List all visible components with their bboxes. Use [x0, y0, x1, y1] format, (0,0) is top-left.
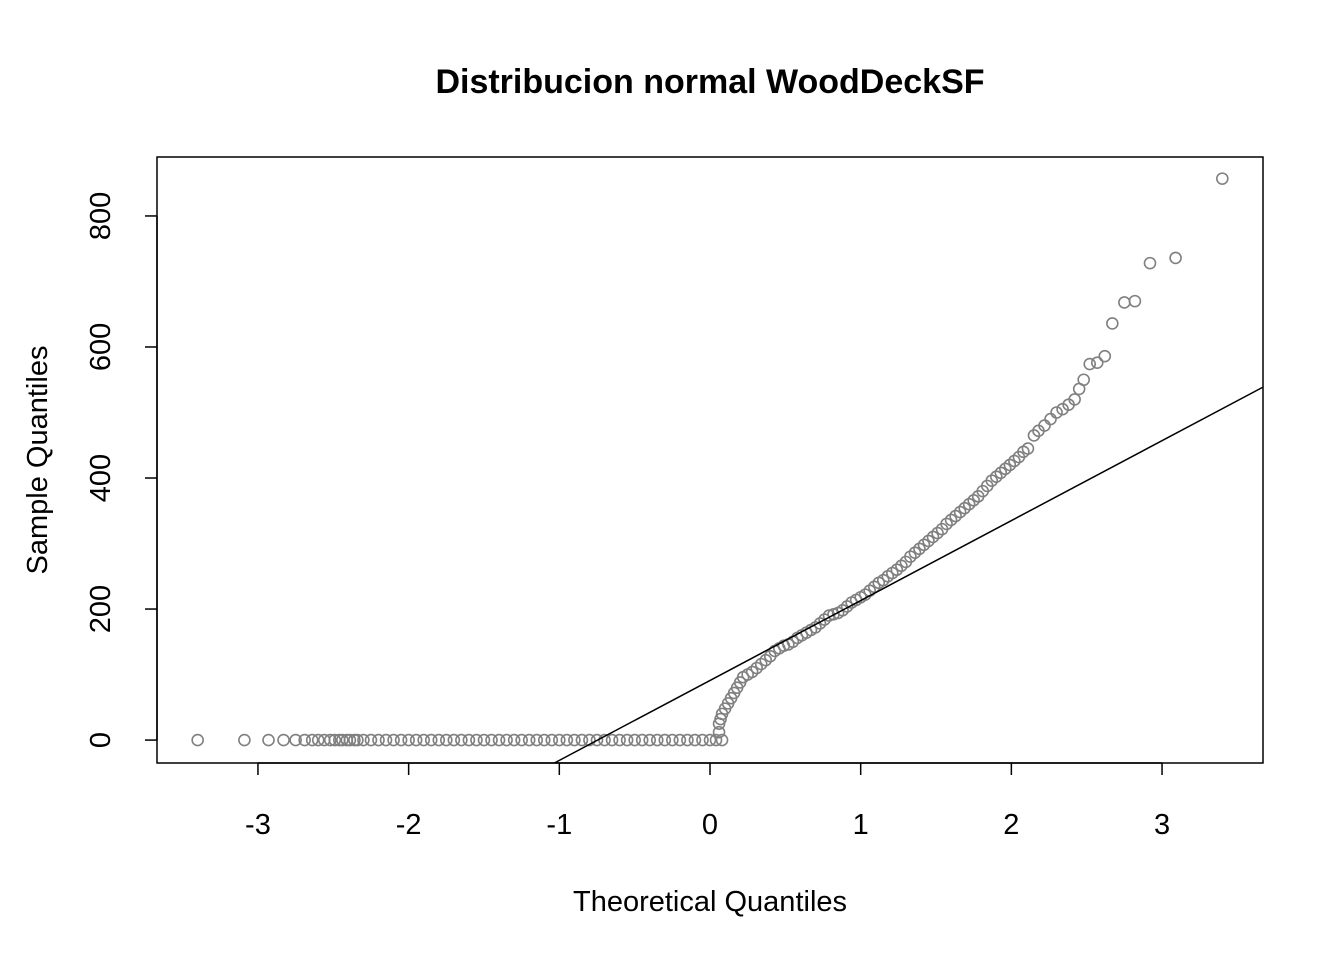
- data-point: [1128, 294, 1142, 308]
- data-point: [289, 733, 302, 747]
- data-point: [298, 733, 311, 747]
- x-tick-label: -1: [546, 809, 572, 841]
- data-point: [1083, 357, 1097, 371]
- data-point: [394, 733, 408, 747]
- data-point: [462, 733, 476, 747]
- data-point: [522, 733, 536, 747]
- data-point: [696, 733, 709, 747]
- data-point: [432, 733, 446, 747]
- x-tick-label: 3: [1154, 809, 1170, 841]
- data-point: [681, 733, 694, 747]
- data-point: [1068, 393, 1081, 406]
- data-point: [537, 733, 551, 747]
- data-point: [238, 733, 251, 747]
- y-tick-label: 800: [85, 192, 117, 240]
- x-tick-label: -2: [396, 809, 422, 841]
- x-axis-label: Theoretical Quantiles: [573, 886, 847, 918]
- y-tick-label: 0: [85, 732, 117, 748]
- data-point: [1077, 373, 1090, 387]
- data-point: [1143, 256, 1157, 270]
- data-point: [658, 733, 672, 747]
- data-point: [364, 733, 378, 747]
- data-point: [628, 733, 641, 747]
- data-point: [673, 733, 687, 747]
- data-point: [440, 733, 453, 747]
- data-point: [620, 733, 634, 747]
- data-point: [1169, 251, 1182, 265]
- data-point: [507, 733, 521, 747]
- data-point: [470, 733, 483, 747]
- data-point: [336, 733, 349, 747]
- data-point: [545, 733, 559, 747]
- data-point: [357, 733, 370, 747]
- data-point: [351, 733, 364, 747]
- data-point: [583, 733, 596, 747]
- data-point: [424, 733, 438, 747]
- data-point: [560, 733, 574, 747]
- data-point: [262, 733, 275, 747]
- data-point: [709, 733, 723, 747]
- data-point: [712, 725, 726, 739]
- y-axis-label: Sample Quantiles: [22, 346, 54, 575]
- y-tick-label: 600: [85, 323, 117, 371]
- data-point: [343, 733, 357, 747]
- data-point: [1050, 406, 1063, 419]
- data-point: [372, 733, 385, 747]
- data-point: [590, 733, 604, 747]
- data-point: [553, 733, 566, 747]
- data-point: [447, 733, 461, 747]
- data-point: [575, 733, 589, 747]
- x-tick-label: 2: [1003, 809, 1019, 841]
- data-point: [688, 733, 702, 747]
- data-point: [402, 733, 415, 747]
- x-tick-label: 0: [702, 809, 718, 841]
- data-point: [1106, 317, 1119, 330]
- data-point: [1098, 349, 1112, 363]
- data-point: [605, 733, 619, 747]
- data-point: [666, 733, 679, 747]
- data-point: [714, 712, 727, 726]
- data-point: [613, 733, 626, 747]
- data-point: [500, 733, 513, 747]
- y-tick-label: 200: [85, 585, 117, 633]
- data-point: [277, 733, 290, 747]
- y-axis: 0 200 400 600 800: [85, 192, 158, 748]
- data-point: [1090, 356, 1104, 370]
- data-point: [650, 733, 664, 747]
- data-point: [379, 733, 393, 747]
- data-point: [515, 733, 528, 747]
- data-point: [328, 733, 342, 747]
- data-point: [191, 733, 204, 747]
- x-tick-label: -3: [245, 809, 271, 841]
- plot-area: [191, 172, 1264, 764]
- data-point: [1216, 172, 1229, 185]
- data-point: [492, 733, 506, 747]
- data-point: [703, 733, 717, 747]
- data-point: [1021, 442, 1035, 455]
- data-point: [530, 733, 544, 747]
- chart-title: Distribucion normal WoodDeckSF: [435, 63, 984, 101]
- data-point: [387, 733, 400, 747]
- x-tick-label: 1: [853, 809, 869, 841]
- data-point: [305, 733, 319, 747]
- plot-frame: [156, 156, 1264, 764]
- data-point: [417, 733, 431, 747]
- data-point: [409, 733, 423, 747]
- data-point: [1118, 296, 1131, 309]
- data-point: [568, 733, 581, 747]
- y-tick-label: 400: [85, 454, 117, 502]
- data-point: [455, 733, 468, 747]
- x-axis: -3 -2 -1 0 1 2 3: [245, 762, 1170, 841]
- data-point: [635, 733, 649, 747]
- data-point: [323, 733, 337, 747]
- data-point: [1027, 429, 1041, 442]
- data-point: [477, 733, 491, 747]
- data-point: [715, 733, 729, 747]
- data-point: [485, 733, 498, 747]
- data-point: [1044, 412, 1057, 426]
- reference-line: [554, 386, 1264, 764]
- data-point: [643, 733, 657, 747]
- data-point: [311, 733, 325, 747]
